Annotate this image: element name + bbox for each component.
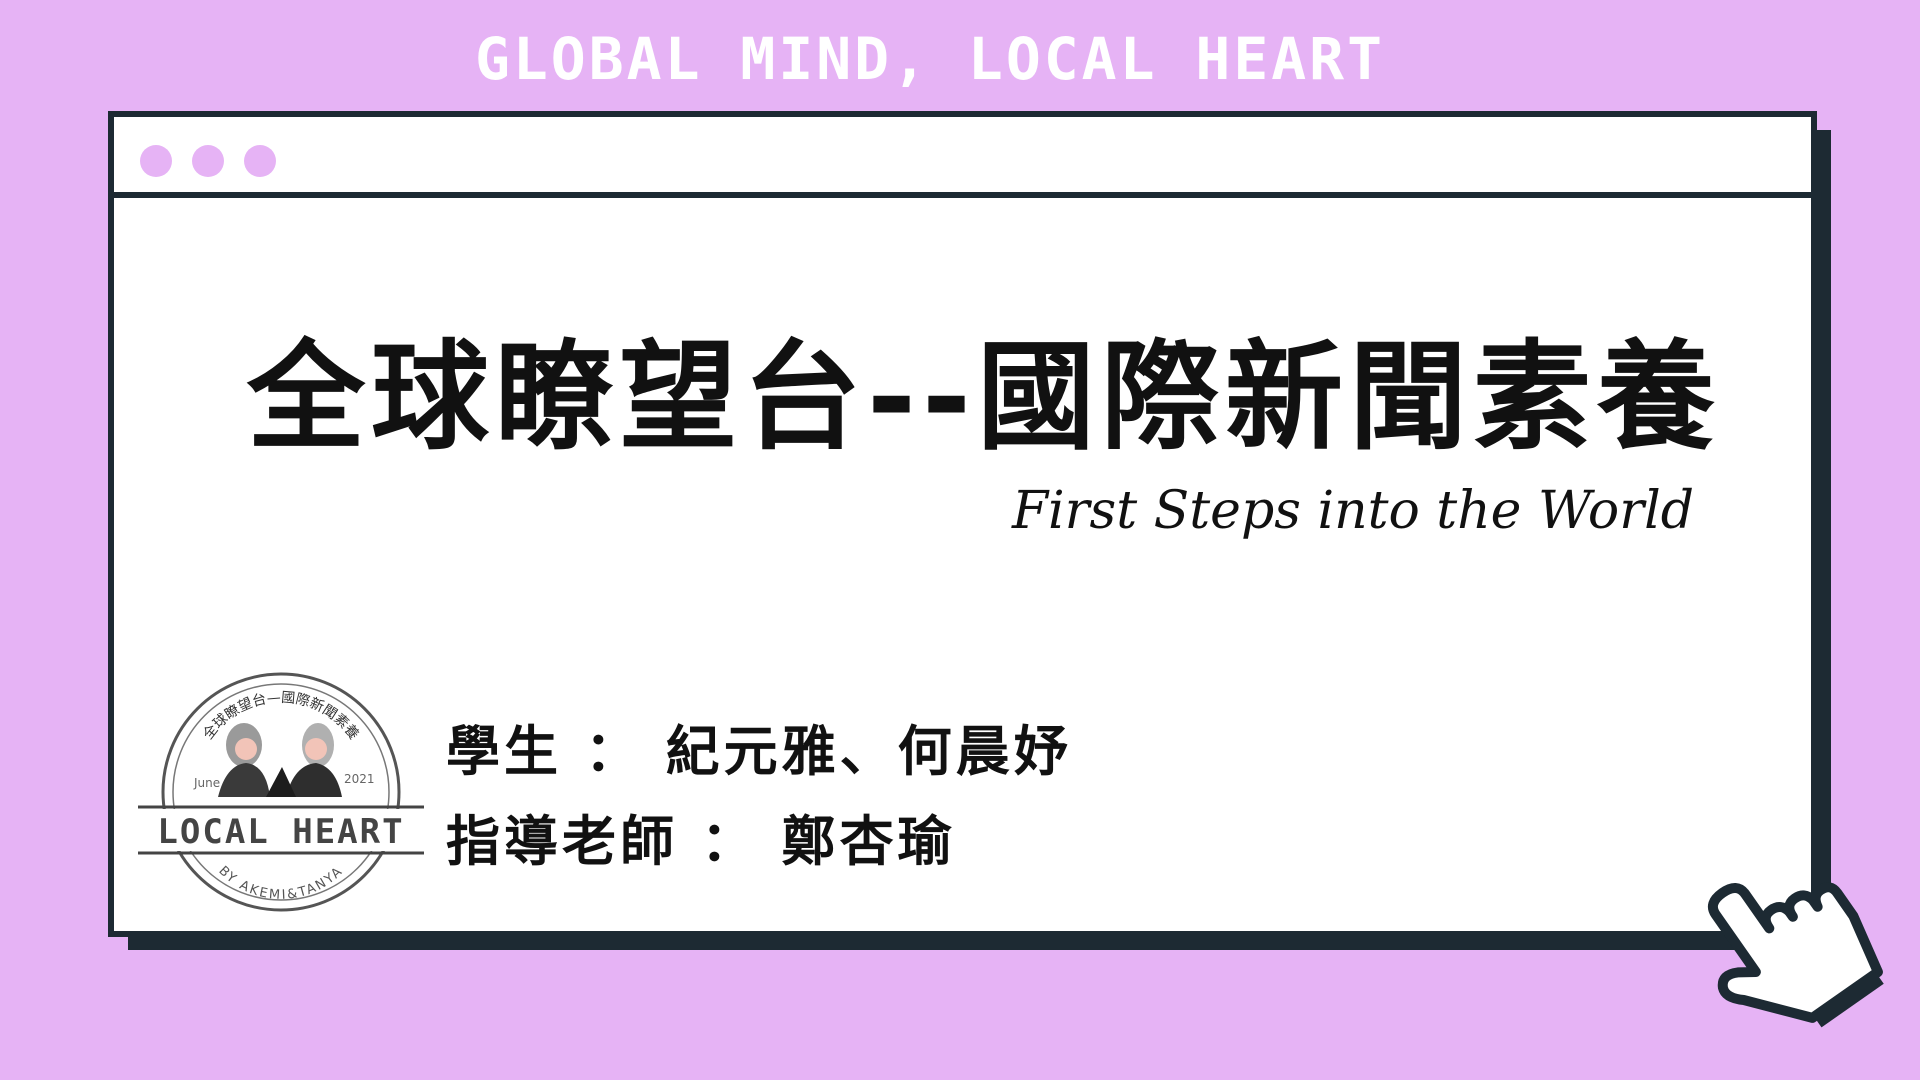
main-title: 全球瞭望台--國際新聞素養	[247, 328, 1721, 466]
logo-graphic: 全球瞭望台—國際新聞素養 June 2021 LOCAL HEART BY AK…	[138, 672, 424, 912]
teacher-name: 鄭杏瑜	[781, 810, 956, 873]
browser-window: 全球瞭望台--國際新聞素養 First Steps into the World…	[108, 111, 1817, 937]
top-banner: GLOBAL MIND, LOCAL HEART	[474, 25, 1386, 93]
logo-figures	[218, 723, 342, 797]
local-heart-logo: 全球瞭望台—國際新聞素養 June 2021 LOCAL HEART BY AK…	[136, 667, 426, 917]
students-separator: ：	[584, 720, 643, 783]
subtitle: First Steps into the World	[1011, 481, 1694, 541]
pointing-hand-cursor-icon	[1672, 838, 1902, 1038]
teacher-credit: 指導老師 ： 鄭杏瑜	[446, 807, 956, 877]
window-titlebar	[114, 117, 1811, 198]
students-label: 學生	[446, 720, 562, 783]
logo-left-label: June	[193, 776, 220, 790]
logo-right-label: 2021	[344, 772, 375, 786]
students-names: 紀元雅、何晨妤	[665, 720, 1072, 783]
window-dot-1	[140, 145, 172, 177]
window-dot-2	[192, 145, 224, 177]
teacher-label: 指導老師	[446, 810, 678, 873]
window-dot-3	[244, 145, 276, 177]
logo-name: LOCAL HEART	[157, 812, 404, 852]
students-credit: 學生 ： 紀元雅、何晨妤	[446, 717, 1072, 787]
teacher-separator: ：	[700, 810, 759, 873]
